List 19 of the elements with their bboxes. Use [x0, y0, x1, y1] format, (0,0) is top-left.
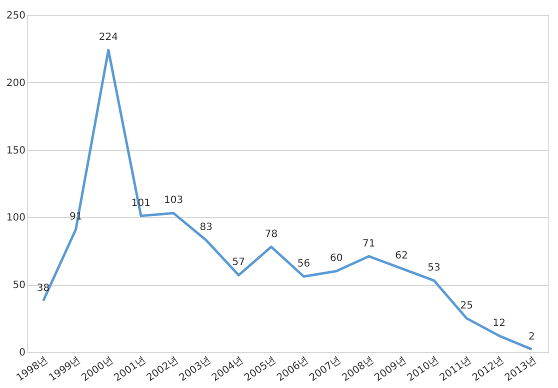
- data-label: 62: [395, 250, 408, 262]
- data-label: 78: [264, 228, 278, 240]
- data-label: 60: [330, 253, 343, 264]
- data-label: 57: [232, 257, 246, 268]
- y-tick-label: 50: [12, 280, 26, 292]
- data-label: 25: [460, 300, 473, 312]
- data-label: 12: [492, 318, 506, 329]
- data-label: 56: [297, 258, 310, 270]
- y-tick-label: 150: [6, 145, 26, 156]
- data-label: 53: [428, 262, 440, 274]
- data-label: 224: [98, 32, 118, 44]
- data-label: 2: [528, 331, 535, 342]
- data-label: 71: [362, 238, 376, 250]
- data-label: 103: [164, 195, 184, 206]
- y-tick-label: 0: [19, 348, 26, 358]
- y-tick-label: 100: [6, 212, 26, 224]
- y-tick-label: 250: [6, 10, 26, 22]
- y-tick-label: 200: [6, 78, 26, 89]
- data-label: 83: [200, 222, 212, 234]
